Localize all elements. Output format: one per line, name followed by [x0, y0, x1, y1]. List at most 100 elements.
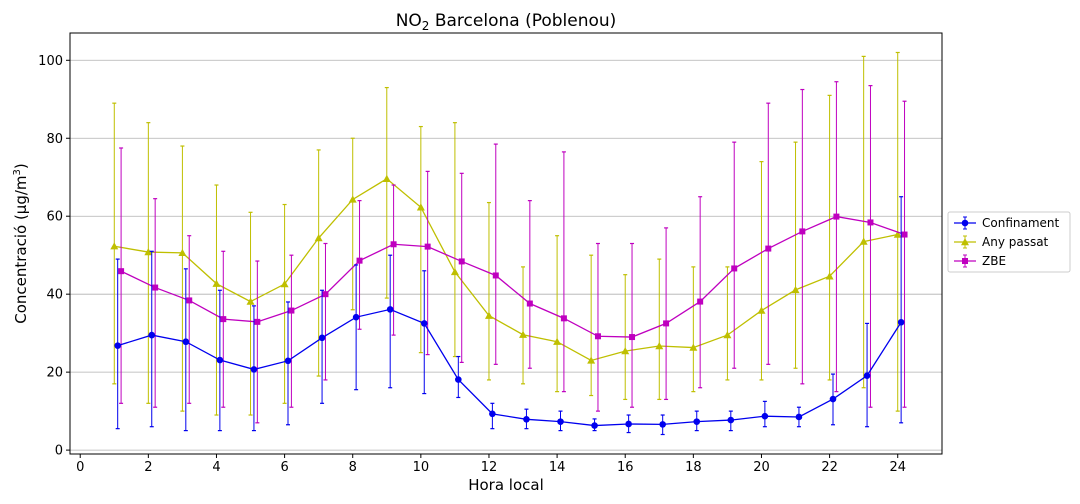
data-point [356, 257, 363, 264]
data-point [727, 416, 735, 424]
y-tick-label: 40 [46, 288, 63, 303]
data-point [523, 416, 530, 423]
data-point [629, 334, 636, 341]
data-point [288, 307, 295, 314]
data-point [114, 342, 121, 349]
x-tick-label: 2 [144, 460, 152, 475]
data-point [519, 330, 528, 338]
series-line [120, 215, 905, 338]
errorbars [119, 81, 907, 424]
data-point [594, 333, 601, 340]
data-point [212, 279, 221, 287]
data-point [280, 280, 289, 288]
legend-box [947, 211, 1071, 273]
y-axis-label-prefix: Concentració (µg/m [12, 175, 30, 323]
data-point [897, 318, 905, 326]
legend-label: Confinament [982, 216, 1060, 230]
chart-title-suffix: Barcelona (Poblenou) [429, 11, 616, 31]
data-point [416, 203, 425, 211]
data-point [625, 420, 632, 428]
data-point [693, 418, 701, 425]
legend: Confinament Any passat ZBE [947, 211, 1071, 273]
data-point [352, 313, 360, 321]
chart-title-prefix: NO [396, 11, 422, 31]
data-point [182, 338, 190, 346]
data-point [859, 237, 868, 245]
series-confinament [114, 196, 905, 436]
errorbars [112, 51, 900, 416]
data-point [220, 316, 227, 323]
grid [70, 59, 942, 451]
x-tick-label: 20 [753, 460, 770, 475]
data-point [420, 320, 428, 327]
x-tick-label: 22 [821, 460, 838, 475]
data-point [560, 315, 567, 322]
data-point [867, 219, 874, 226]
data-point [284, 357, 292, 365]
data-point [795, 413, 803, 421]
data-point [424, 243, 431, 250]
y-tick-label: 100 [38, 54, 63, 69]
x-tick-label: 18 [685, 460, 702, 475]
x-tick-label: 6 [280, 460, 288, 475]
data-point [791, 285, 800, 294]
data-point [893, 230, 902, 238]
data-point [697, 298, 704, 305]
y-axis-label-superscript: 3 [12, 169, 23, 175]
data-point [348, 195, 357, 203]
data-point [144, 248, 153, 256]
y-tick-label: 0 [55, 444, 63, 459]
x-tick-label: 10 [413, 460, 430, 475]
data-point [250, 366, 258, 373]
data-point [118, 268, 125, 275]
chart-title: NO2 Barcelona (Poblenou) [396, 11, 617, 33]
data-point [825, 272, 834, 280]
data-point [318, 334, 326, 342]
data-point [526, 300, 533, 307]
y-axis-label: Concentració (µg/m3) [12, 163, 30, 324]
x-tick-label: 12 [481, 460, 498, 475]
x-tick-label: 0 [76, 460, 84, 475]
y-tick-label: 20 [46, 366, 63, 381]
data-point [246, 297, 255, 305]
data-point [148, 331, 156, 339]
data-point [450, 267, 459, 276]
data-point [663, 320, 670, 327]
series-layer [110, 51, 908, 436]
data-point [731, 265, 738, 272]
data-point [484, 311, 493, 319]
chart-title-subscript: 2 [422, 19, 430, 33]
data-point [386, 306, 394, 313]
data-point [254, 318, 261, 325]
data-point [455, 376, 462, 383]
legend-marker [962, 258, 968, 264]
data-point [799, 228, 806, 235]
data-point [557, 418, 564, 425]
legend-label: Any passat [982, 235, 1049, 249]
data-point [152, 284, 159, 291]
x-tick-label: 8 [349, 460, 357, 475]
data-point [659, 421, 666, 428]
data-point [186, 297, 193, 304]
data-point [863, 372, 871, 379]
data-point [757, 306, 766, 314]
data-point [178, 248, 187, 257]
data-point [314, 234, 323, 242]
x-tick-label: 16 [617, 460, 634, 475]
y-tick-label: 80 [46, 132, 63, 147]
legend-marker [961, 219, 969, 227]
data-point [458, 258, 465, 265]
series-any-passat [110, 51, 902, 416]
data-point [553, 337, 562, 345]
series-line [117, 308, 902, 427]
y-tick-label: 60 [46, 210, 63, 225]
data-point [382, 174, 391, 182]
legend-label: ZBE [982, 254, 1006, 268]
data-point [591, 422, 598, 429]
data-point [829, 395, 837, 403]
data-point [765, 245, 772, 252]
data-point [723, 331, 732, 339]
x-tick-label: 14 [549, 460, 566, 475]
